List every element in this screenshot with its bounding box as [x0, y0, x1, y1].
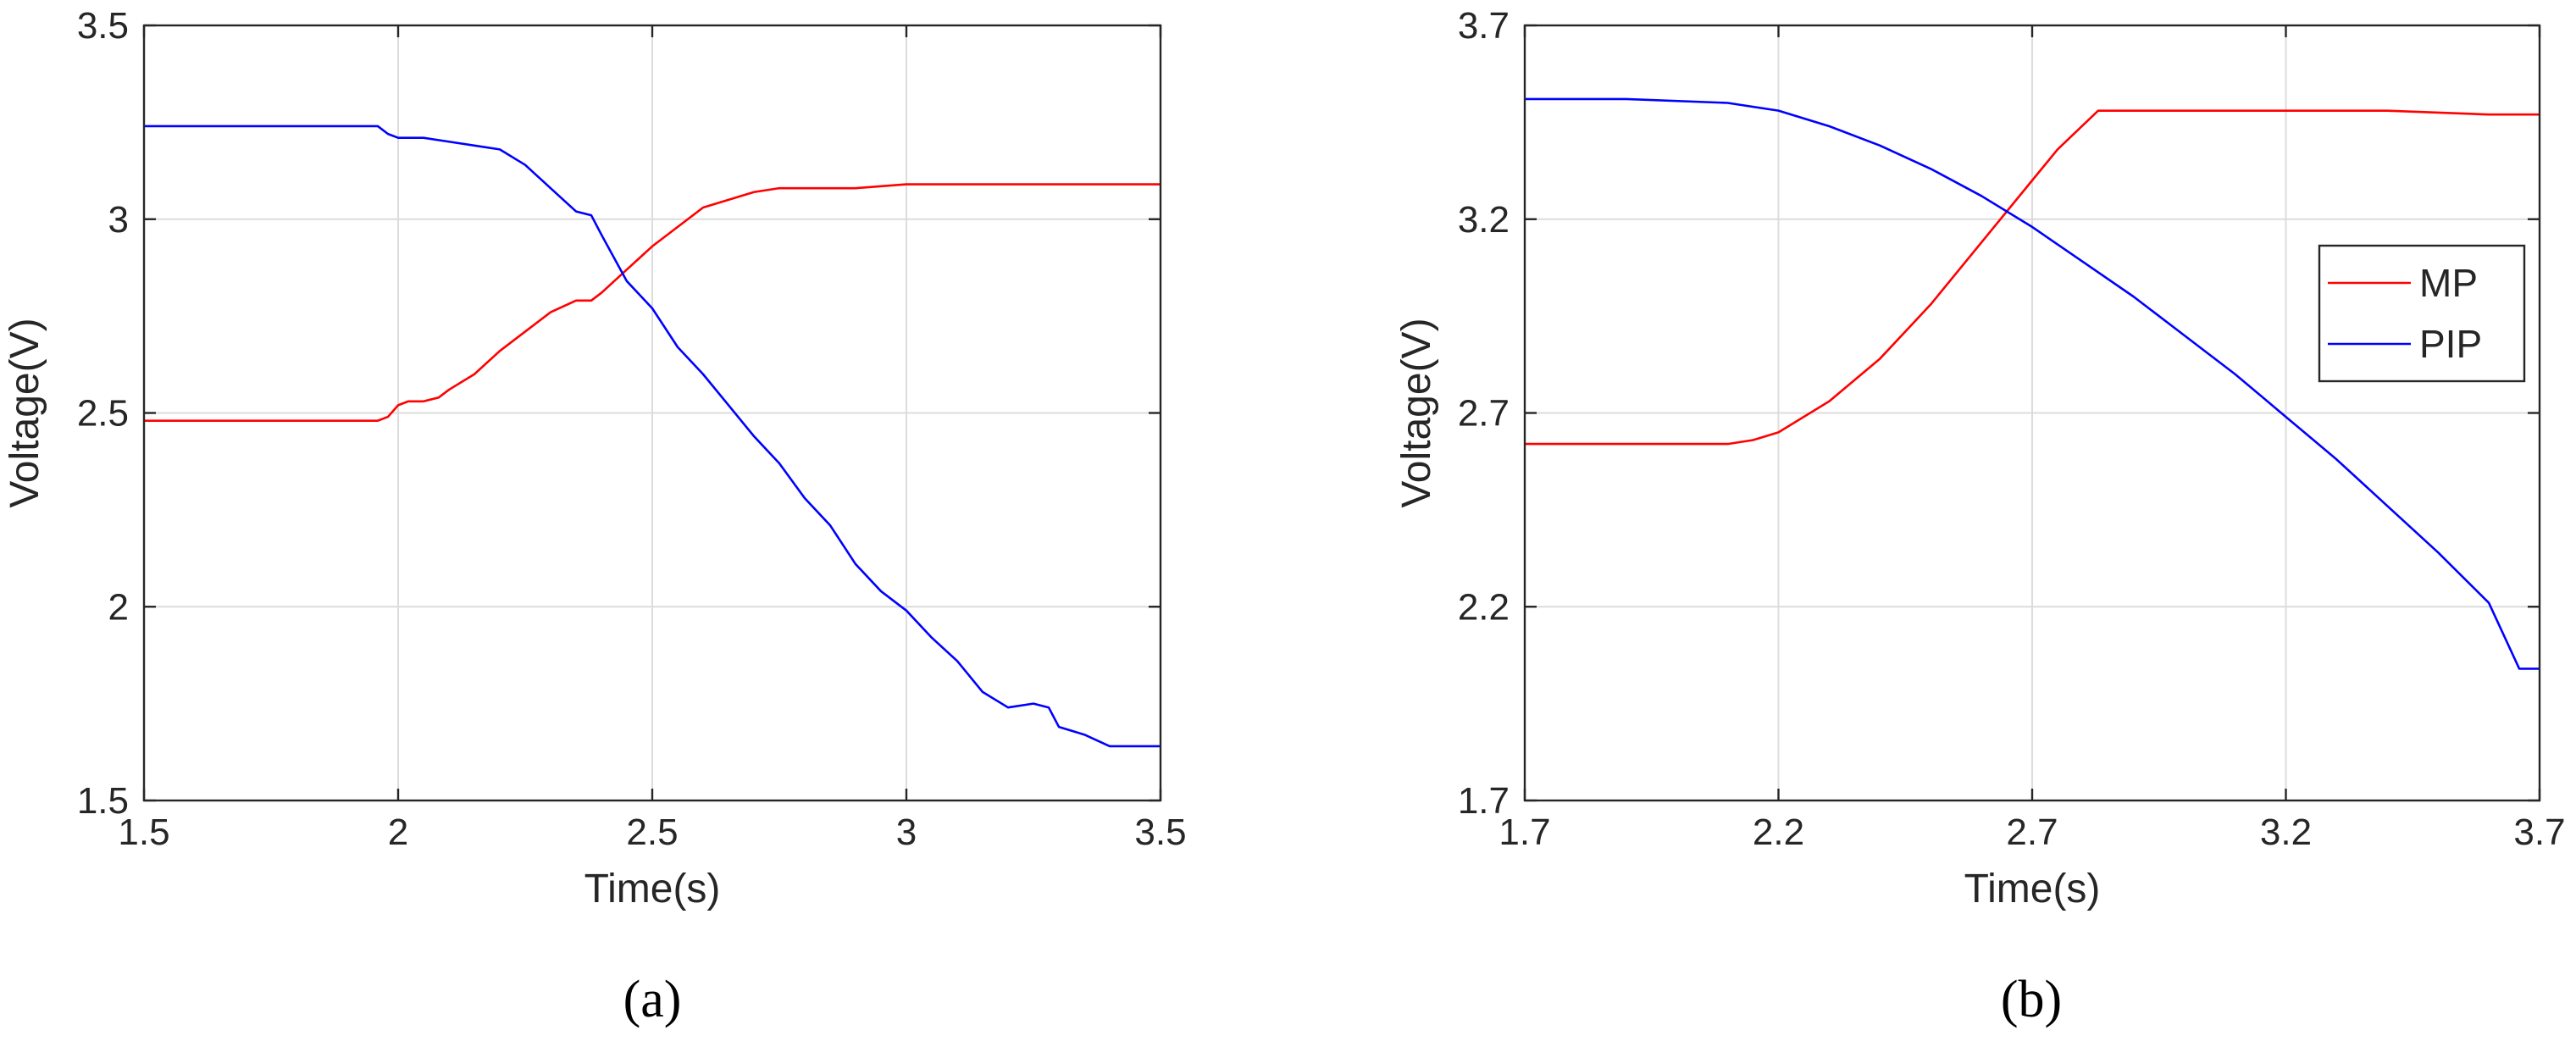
panel-b-x-tick-label: 2.2 — [1753, 812, 1804, 853]
panel-a-series-1-line — [144, 183, 1161, 422]
panel-a-x-tick-label: 2.5 — [626, 812, 678, 853]
panel-b-y-tick-label: 2.7 — [1458, 393, 1510, 435]
panel-b-y-tick-label: 3.2 — [1458, 199, 1510, 241]
panel-b-x-tick-label: 3.2 — [2260, 812, 2312, 853]
panel-b-mp-line — [1525, 109, 2540, 446]
panel-a-caption: (a) — [623, 971, 682, 1028]
panel-a-y-axis-label: Voltage(V) — [3, 318, 47, 507]
panel-b-x-tick-label: 1.7 — [1499, 812, 1550, 853]
panel-b-caption: (b) — [2001, 971, 2062, 1028]
panel-a-y-tick-label: 3 — [108, 199, 129, 241]
panel-b-legend-label-mp: MP — [2419, 261, 2478, 305]
panel-b-y-axis-label: Voltage(V) — [1394, 318, 1439, 507]
panel-a-x-tick-label: 3.5 — [1134, 812, 1186, 853]
panel-a-y-tick-label: 2 — [108, 586, 129, 628]
panel-b-y-tick-label: 3.7 — [1458, 5, 1510, 47]
panel-a-x-tick-label: 1.5 — [118, 812, 169, 853]
panel-a-chart: 1.5 2 2.5 3 3.5 1.5 2 2.5 3 3.5 Time(s) Voltage(V) (… — [3, 5, 1187, 1028]
panel-b-x-tick-label: 2.7 — [2006, 812, 2058, 853]
panel-a-x-tick-label: 2 — [388, 812, 408, 853]
panel-a-x-axis-label: Time(s) — [584, 867, 721, 911]
panel-b-y-tick-label: 2.2 — [1458, 586, 1510, 628]
panel-b-y-tick-label: 1.7 — [1458, 780, 1510, 822]
panel-b-x-axis-label: Time(s) — [1964, 867, 2101, 911]
panel-a-y-tick-label: 3.5 — [77, 5, 129, 47]
panel-b-chart: 1.7 2.2 2.7 3.2 3.7 1.7 2.2 2.7 3.2 3.7 Time(s) Vol… — [1394, 5, 2566, 1028]
panel-b-legend-box — [2318, 244, 2526, 383]
panel-a-y-tick-label: 2.5 — [77, 393, 129, 435]
panel-b-pip-line — [1525, 97, 2540, 670]
panel-a-series-2-line — [144, 125, 1161, 748]
panel-a-x-tick-label: 3 — [896, 812, 917, 853]
panel-b-x-tick-label: 3.7 — [2513, 812, 2565, 853]
panel-b-legend-label-pip: PIP — [2419, 322, 2482, 366]
panel-a-y-tick-label: 1.5 — [77, 780, 129, 822]
